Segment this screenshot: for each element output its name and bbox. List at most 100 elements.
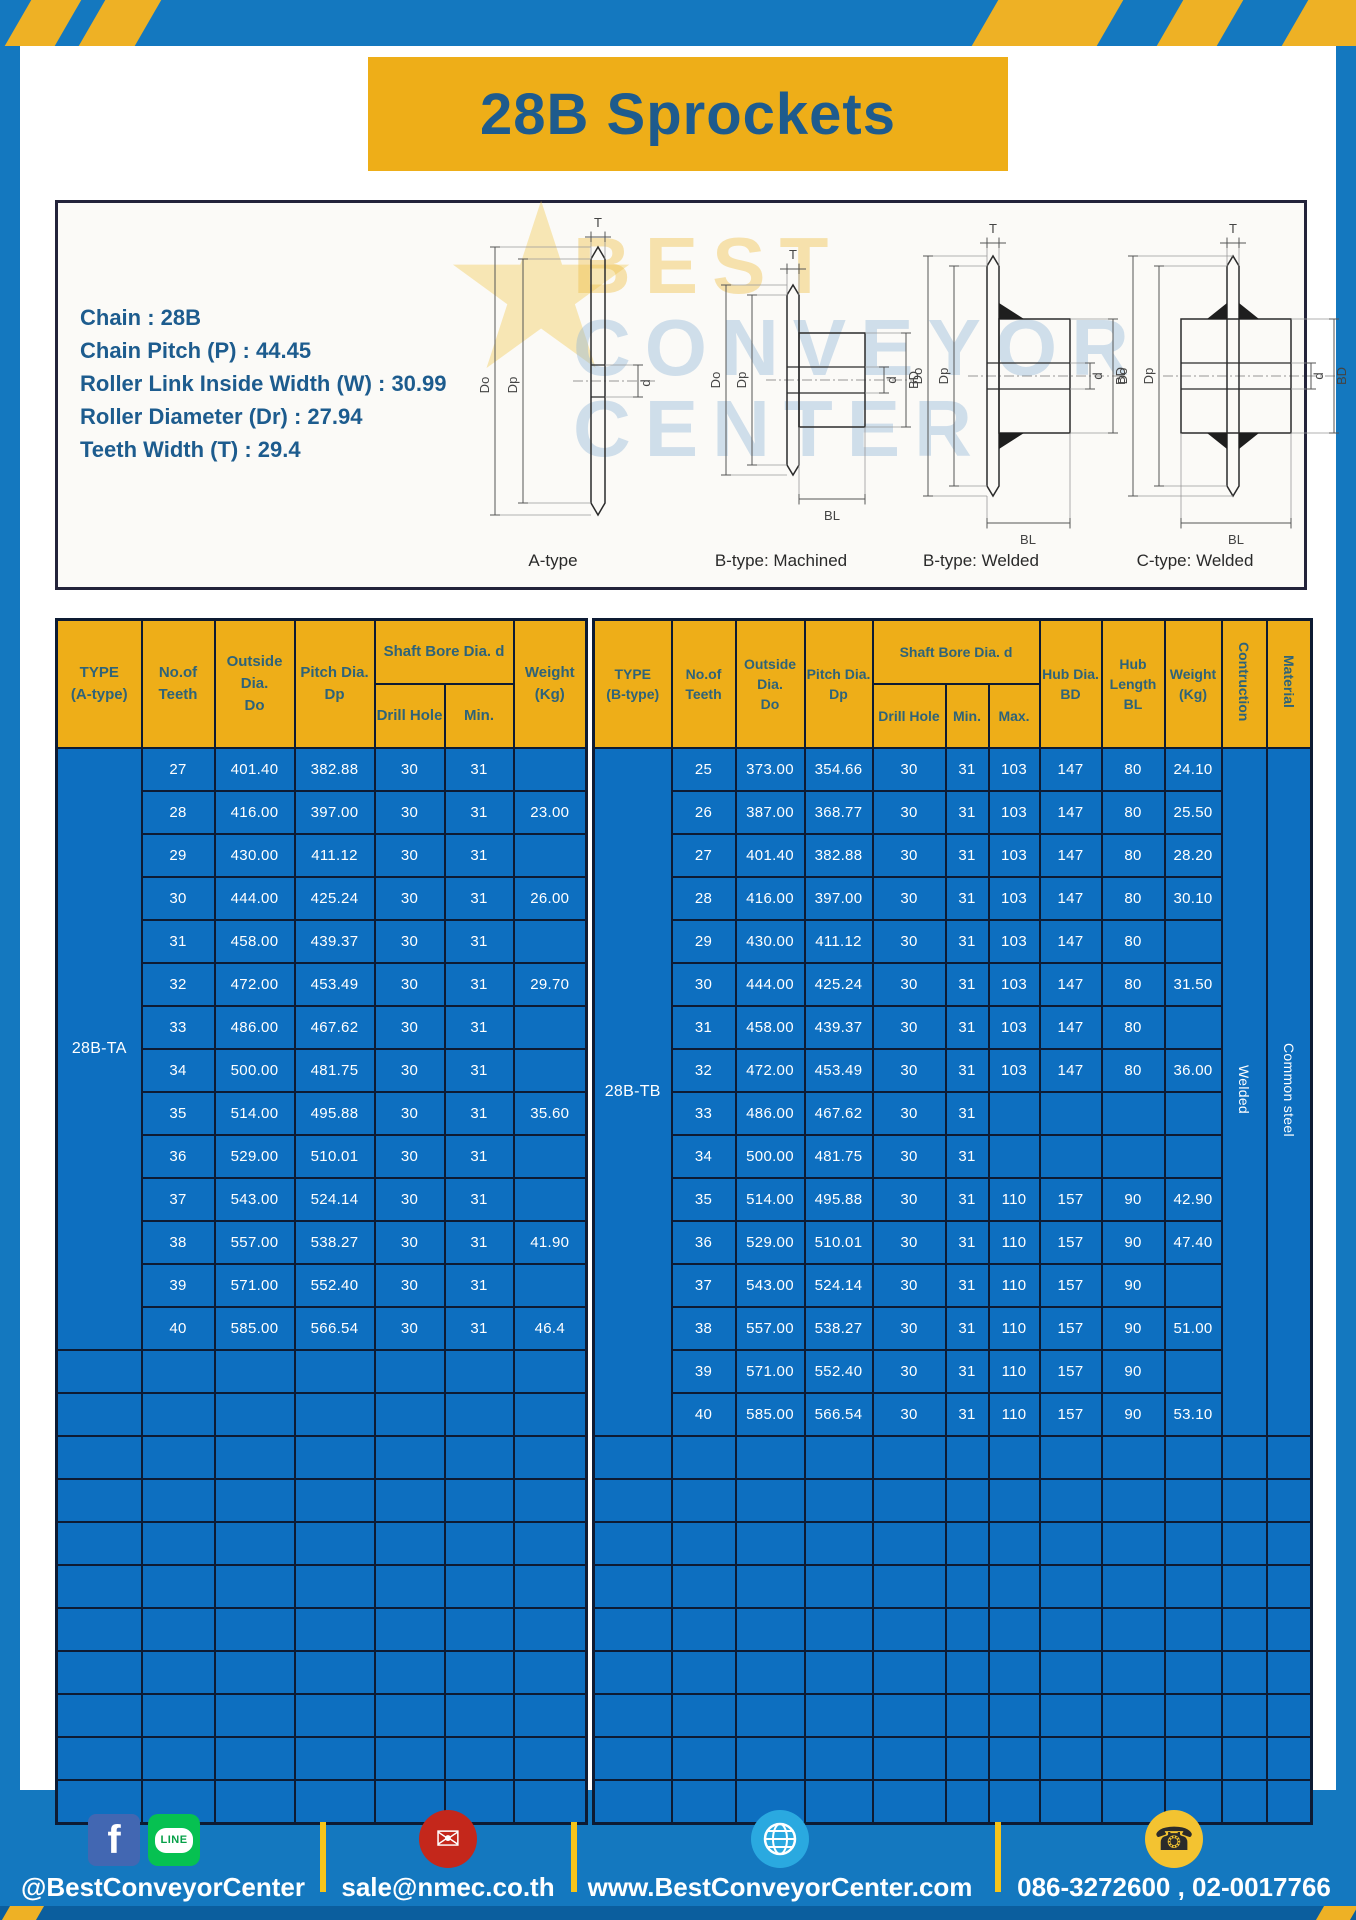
table-row: 30 444.00 425.24 30 31 103 147 80 31.50 — [594, 962, 1312, 1007]
col-header-contruction-label: Contruction — [1236, 641, 1252, 722]
table-cell — [293, 1564, 376, 1609]
table-cell — [871, 1650, 947, 1695]
table-cell: 103 — [987, 876, 1041, 921]
table-cell: 30 — [373, 1306, 446, 1351]
table-cell: 37 — [670, 1263, 737, 1308]
table-cell: 90 — [1100, 1349, 1166, 1394]
table-cell — [1100, 1607, 1166, 1652]
b-type-welded-diagram: T Do Dp d BD BL — [910, 221, 1128, 547]
table-cell: 453.49 — [293, 962, 376, 1007]
table-cell: 31 — [944, 1220, 990, 1265]
table-row-empty — [55, 1478, 588, 1523]
table-cell — [1163, 1521, 1223, 1566]
table-cell — [1038, 1779, 1103, 1825]
table-cell: 444.00 — [734, 962, 806, 1007]
table-cell — [670, 1435, 737, 1480]
table-cell — [293, 1779, 376, 1825]
table-cell: 110 — [987, 1349, 1041, 1394]
table-cell: 103 — [987, 790, 1041, 835]
table-cell — [55, 1564, 143, 1609]
type-cell: 28B-TA — [55, 747, 143, 1351]
table-cell — [734, 1736, 806, 1781]
table-row-empty — [55, 1650, 588, 1695]
table-cell: 31 — [443, 1177, 515, 1222]
dim-label-bd: BD — [1334, 367, 1349, 385]
table-cell — [443, 1693, 515, 1738]
table-cell — [1163, 1134, 1223, 1179]
table-cell — [443, 1607, 515, 1652]
table-cell — [987, 1736, 1041, 1781]
table-cell — [944, 1564, 990, 1609]
table-cell: 31 — [443, 790, 515, 835]
table-cell — [592, 1607, 673, 1652]
table-cell — [140, 1693, 216, 1738]
table-cell: 510.01 — [293, 1134, 376, 1179]
table-cell — [55, 1521, 143, 1566]
table-cell: 444.00 — [213, 876, 296, 921]
table-cell — [670, 1779, 737, 1825]
table-row: 38 557.00 538.27 30 31 41.90 — [57, 1220, 588, 1265]
table-cell: 90 — [1100, 1220, 1166, 1265]
table-cell — [734, 1650, 806, 1695]
dim-label-d: d — [638, 379, 653, 386]
table-cell: 31 — [944, 833, 990, 878]
table-cell — [944, 1779, 990, 1825]
table-row-empty — [592, 1564, 1313, 1609]
table-row: 39 571.00 552.40 30 31 110 157 90 — [594, 1349, 1312, 1394]
table-cell: 31 — [944, 876, 990, 921]
table-cell — [512, 1134, 588, 1179]
table-cell: 31 — [944, 962, 990, 1007]
table-cell — [512, 833, 588, 878]
table-cell — [1265, 1607, 1313, 1652]
table-row: 30 444.00 425.24 30 31 26.00 — [57, 876, 588, 921]
top-decorative-bar — [0, 0, 1356, 46]
table-cell — [1038, 1736, 1103, 1781]
table-cell: 458.00 — [734, 1005, 806, 1050]
table-cell: 42.90 — [1163, 1177, 1223, 1222]
table-cell: 425.24 — [803, 962, 874, 1007]
dim-label-bl: BL — [824, 508, 840, 523]
table-row-empty — [592, 1779, 1313, 1825]
table-cell — [944, 1607, 990, 1652]
table-cell — [293, 1521, 376, 1566]
table-cell: 566.54 — [803, 1392, 874, 1437]
table-cell: 416.00 — [734, 876, 806, 921]
table-cell: 26 — [670, 790, 737, 835]
table-cell: 147 — [1038, 876, 1103, 921]
table-cell: 439.37 — [803, 1005, 874, 1050]
table-row: 32 472.00 453.49 30 31 103 147 80 36.00 — [594, 1048, 1312, 1093]
phone-numbers: 086-3272600 , 02-0017766 — [1017, 1872, 1331, 1902]
table-cell — [1163, 1564, 1223, 1609]
table-cell: 30 — [373, 833, 446, 878]
table-cell: 31 — [443, 833, 515, 878]
table-cell: 147 — [1038, 1048, 1103, 1093]
table-row: 36 529.00 510.01 30 31 — [57, 1134, 588, 1179]
title-banner: 28B Sprockets — [368, 57, 1008, 171]
table-row: 31 458.00 439.37 30 31 103 147 80 — [594, 1005, 1312, 1050]
email-icon: ✉ — [419, 1810, 477, 1868]
table-cell: 486.00 — [734, 1091, 806, 1136]
table-cell: 31 — [944, 1349, 990, 1394]
table-row-empty — [592, 1736, 1313, 1781]
watermark: BEST CONVEYOR CENTER — [573, 225, 1143, 470]
table-cell: 30 — [871, 1263, 947, 1308]
table-cell: 90 — [1100, 1392, 1166, 1437]
table-row-empty — [592, 1435, 1313, 1480]
table-cell — [944, 1650, 990, 1695]
col-header-hub-dia: Hub Dia. BD — [1038, 618, 1103, 749]
dim-label-do: Do — [477, 377, 492, 394]
table-cell — [1220, 1779, 1268, 1825]
dim-label-bd: BD — [906, 371, 921, 389]
table-cell — [1265, 1779, 1313, 1825]
table-cell: 382.88 — [293, 747, 376, 792]
table-cell — [1163, 1263, 1223, 1308]
table-cell: 147 — [1038, 1005, 1103, 1050]
table-cell — [803, 1564, 874, 1609]
dim-label-do: Do — [1115, 368, 1130, 385]
table-cell: 397.00 — [293, 790, 376, 835]
table-cell: 28 — [140, 790, 216, 835]
dim-label-t: T — [594, 215, 602, 230]
table-cell: 566.54 — [293, 1306, 376, 1351]
table-cell: 110 — [987, 1306, 1041, 1351]
col-header-teeth: No.of Teeth — [670, 618, 737, 749]
